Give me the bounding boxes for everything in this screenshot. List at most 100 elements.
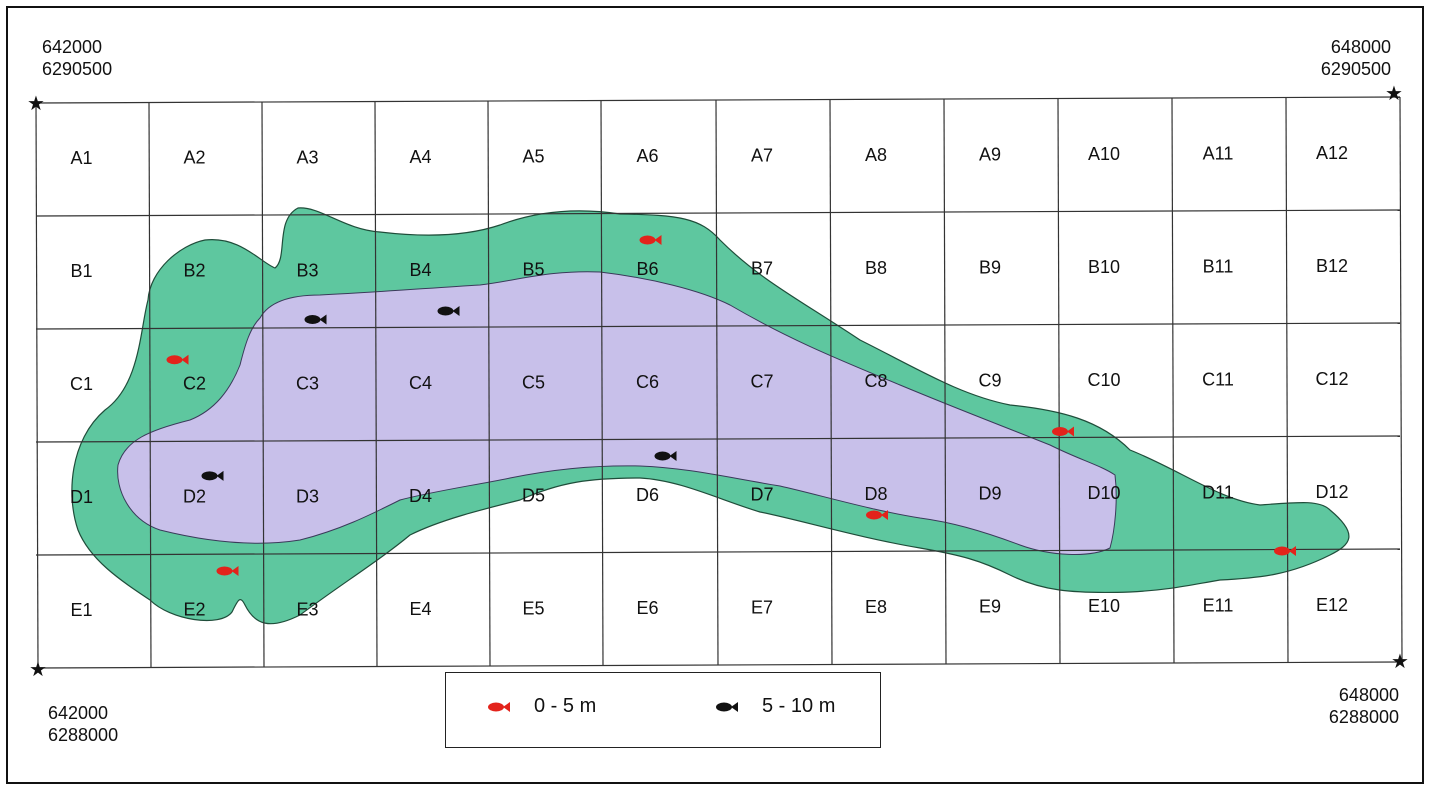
cell-label-A8: A8 [865, 145, 887, 165]
cell-label-B2: B2 [183, 260, 205, 280]
cell-label-A2: A2 [183, 147, 205, 167]
legend-label: 0 - 5 m [534, 695, 597, 717]
corner-markers: ★ ★ ★ ★ [27, 83, 1409, 681]
cell-label-C10: C10 [1087, 370, 1120, 390]
cell-label-E11: E11 [1203, 595, 1234, 615]
cell-label-D2: D2 [183, 487, 206, 507]
grid-line-vertical [261, 101, 265, 668]
cell-label-C3: C3 [296, 373, 319, 393]
cell-label-E6: E6 [636, 598, 658, 618]
legend: 0 - 5 m 5 - 10 m [445, 672, 881, 748]
easting-label: 642000 [48, 703, 109, 723]
grid-line-vertical [1399, 96, 1403, 663]
cell-label-C6: C6 [636, 372, 659, 392]
northing-label: 6290500 [42, 59, 113, 79]
cell-label-D4: D4 [409, 486, 432, 506]
easting-label: 648000 [1338, 685, 1399, 705]
grid-line-vertical [35, 102, 39, 669]
cell-label-C2: C2 [183, 374, 206, 394]
grid-line-vertical [1057, 98, 1061, 665]
grid-lines [35, 96, 1403, 669]
cell-label-B8: B8 [865, 258, 887, 278]
star-icon: ★ [29, 659, 47, 681]
cell-label-C9: C9 [978, 370, 1001, 390]
corner-coord-top-right: 648000 6290500 [1321, 36, 1391, 80]
legend-label: 5 - 10 m [762, 695, 836, 717]
legend-item-deep: 5 - 10 m [714, 695, 835, 718]
cell-label-C7: C7 [750, 371, 773, 391]
cell-label-A9: A9 [979, 144, 1001, 164]
fish-icon-red [488, 701, 510, 712]
deep-zone [117, 271, 1117, 555]
grid-line-horizontal [35, 548, 1401, 556]
cell-label-B11: B11 [1203, 256, 1234, 276]
easting-label: 642000 [42, 37, 103, 57]
cell-label-A5: A5 [522, 146, 544, 166]
grid-line-vertical [1171, 97, 1175, 664]
cell-label-D12: D12 [1315, 482, 1348, 502]
cell-label-E4: E4 [409, 599, 431, 619]
grid-line-vertical [829, 99, 833, 666]
cell-label-D8: D8 [864, 484, 887, 504]
cell-label-A11: A11 [1203, 143, 1234, 163]
cell-label-E8: E8 [865, 597, 887, 617]
northing-label: 6288000 [1328, 707, 1399, 727]
cell-label-C12: C12 [1315, 369, 1348, 389]
cell-label-A12: A12 [1316, 143, 1348, 163]
cell-label-D6: D6 [636, 485, 659, 505]
grid-line-horizontal [35, 435, 1401, 443]
grid-line-horizontal [35, 209, 1401, 217]
fish-icon-black [716, 701, 738, 712]
corner-coord-bottom-left: 642000 6288000 [48, 702, 118, 746]
northing-label: 6288000 [48, 725, 119, 745]
cell-label-D5: D5 [522, 485, 545, 505]
grid-line-vertical [148, 101, 152, 669]
cell-label-B7: B7 [751, 258, 773, 278]
grid-line-horizontal [35, 661, 1401, 669]
cell-label-A7: A7 [751, 145, 773, 165]
cell-label-E10: E10 [1088, 596, 1120, 616]
cell-label-E1: E1 [70, 600, 92, 620]
cell-label-C5: C5 [522, 372, 545, 392]
cell-label-C4: C4 [409, 373, 432, 393]
cell-label-D9: D9 [978, 483, 1001, 503]
grid-line-horizontal [35, 96, 1401, 104]
cell-label-B10: B10 [1088, 257, 1120, 277]
grid-line-vertical [715, 99, 719, 666]
cell-label-A6: A6 [636, 146, 658, 166]
star-icon: ★ [1391, 651, 1409, 673]
star-icon: ★ [1385, 83, 1403, 105]
grid-line-horizontal [35, 322, 1401, 330]
cell-label-B5: B5 [522, 259, 544, 279]
grid-line-vertical [374, 101, 378, 668]
cell-label-A4: A4 [409, 147, 431, 167]
cell-label-B9: B9 [979, 257, 1001, 277]
cell-label-E5: E5 [522, 598, 544, 618]
grid-line-vertical [487, 100, 491, 667]
cell-label-E3: E3 [296, 599, 318, 619]
cell-label-B4: B4 [409, 260, 431, 280]
cell-label-B12: B12 [1316, 256, 1348, 276]
cell-label-C1: C1 [70, 374, 93, 394]
grid-line-vertical [600, 100, 604, 667]
cell-label-C11: C11 [1202, 369, 1234, 389]
cell-label-E12: E12 [1316, 595, 1348, 615]
cell-label-B1: B1 [70, 261, 92, 281]
easting-label: 648000 [1330, 37, 1391, 57]
grid-line-vertical [1285, 97, 1289, 664]
legend-item-shallow: 0 - 5 m [486, 695, 596, 718]
cell-label-C8: C8 [864, 371, 887, 391]
corner-coord-bottom-right: 648000 6288000 [1329, 684, 1399, 728]
grid-line-vertical [943, 98, 947, 665]
corner-coord-top-left: 642000 6290500 [42, 36, 112, 80]
cell-label-E2: E2 [183, 600, 205, 620]
cell-label-B3: B3 [296, 260, 318, 280]
cell-label-B6: B6 [636, 259, 658, 279]
cell-label-A3: A3 [296, 147, 318, 167]
cell-label-D11: D11 [1202, 482, 1234, 502]
cell-label-E7: E7 [751, 597, 773, 617]
cell-label-A10: A10 [1088, 144, 1120, 164]
cell-label-A1: A1 [70, 148, 92, 168]
cell-label-D3: D3 [296, 486, 319, 506]
